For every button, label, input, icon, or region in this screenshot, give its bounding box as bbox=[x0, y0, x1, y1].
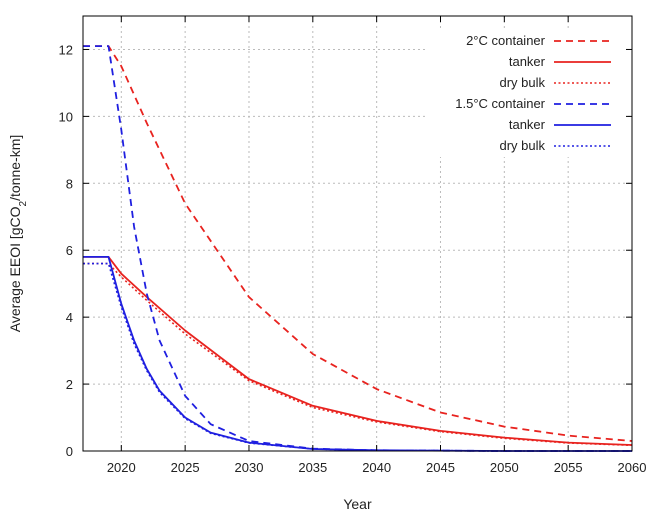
legend: 2°C container tanker dry bulk 1.5°C contain… bbox=[455, 33, 611, 153]
legend-label-3: dry bulk bbox=[499, 75, 545, 90]
x-tick-label: 2030 bbox=[235, 460, 264, 475]
x-tick-label: 2050 bbox=[490, 460, 519, 475]
y-tick-label: 4 bbox=[66, 310, 73, 325]
x-tick-label: 2040 bbox=[362, 460, 391, 475]
legend-label-5: tanker bbox=[509, 117, 546, 132]
series-line-3 bbox=[83, 262, 633, 447]
plot-frame bbox=[82, 15, 633, 452]
y-axis-title: Average EEOI [gCO2/tonne-km] bbox=[7, 135, 29, 333]
legend-label-6: dry bulk bbox=[499, 138, 545, 153]
legend-label-1: 2°C container bbox=[466, 33, 546, 48]
y-tick-label: 10 bbox=[59, 109, 73, 124]
x-tick-label: 2025 bbox=[171, 460, 200, 475]
x-tick-label: 2045 bbox=[426, 460, 455, 475]
y-axis-title-tail: /tonne-km] bbox=[7, 135, 23, 201]
series-line-1 bbox=[83, 45, 633, 442]
x-tick-label: 2060 bbox=[618, 460, 647, 475]
legend-background bbox=[425, 29, 625, 157]
y-tick-label: 2 bbox=[66, 377, 73, 392]
y-tick-label: 0 bbox=[66, 444, 73, 459]
x-tick-label: 2055 bbox=[554, 460, 583, 475]
x-axis-title: Year bbox=[343, 496, 372, 512]
x-tick-label: 2035 bbox=[298, 460, 327, 475]
y-tick-label: 8 bbox=[66, 176, 73, 191]
y-axis-title-main: Average EEOI [gCO bbox=[7, 206, 23, 332]
y-tick-label: 12 bbox=[59, 42, 73, 57]
x-tick-label: 2020 bbox=[107, 460, 136, 475]
y-tick-label: 6 bbox=[66, 243, 73, 258]
ticks: 2020 2025 2030 2035 2040 2045 2050 2055 2060 0 2 4 6… bbox=[59, 16, 647, 475]
y-axis-title-subscript: 2 bbox=[18, 200, 29, 206]
legend-label-2: tanker bbox=[509, 54, 546, 69]
legend-label-4: 1.5°C container bbox=[455, 96, 545, 111]
grid bbox=[83, 16, 632, 451]
